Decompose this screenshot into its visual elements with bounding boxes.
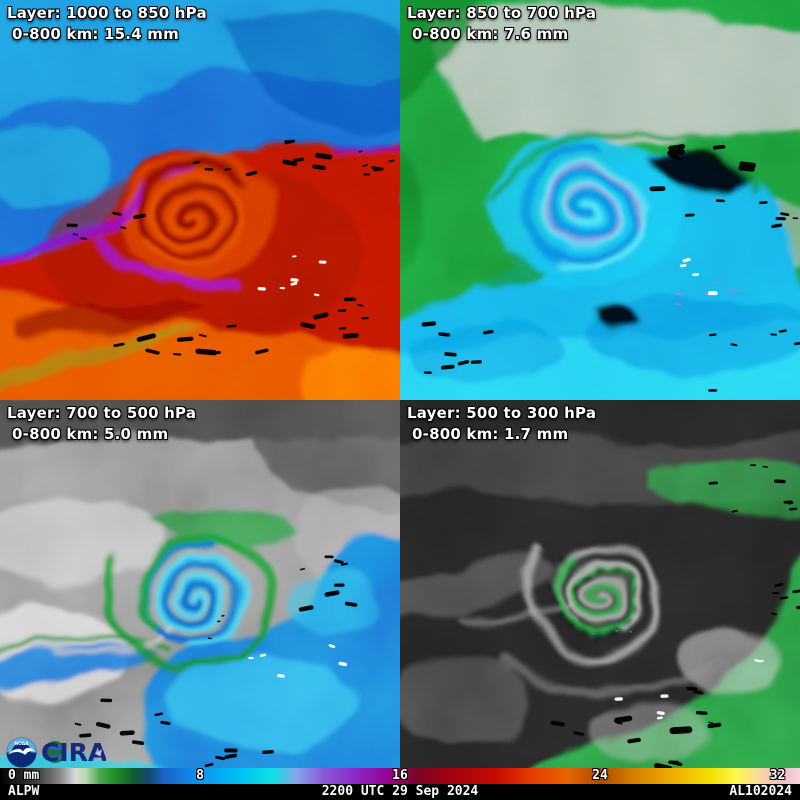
panel-label: Layer: 700 to 500 hPa 0-800 km: 5.0 mm [7,403,196,445]
colorbar-tick: 8 [196,768,204,783]
panel-label: Layer: 850 to 700 hPa 0-800 km: 7.6 mm [407,3,596,45]
satellite-dish-icon [95,749,102,757]
status-bar: ALPW 2200 UTC 29 Sep 2024 AL102024 [0,784,800,800]
panel-label: Layer: 500 to 300 hPa 0-800 km: 1.7 mm [407,403,596,445]
colorbar-unit-label: 0 mm [8,768,40,783]
layer-value-label: 0-800 km: 5.0 mm [12,425,169,443]
layer-range-label: Layer: 850 to 700 hPa [407,4,597,22]
panel-1000-850hpa: Layer: 1000 to 850 hPa 0-800 km: 15.4 mm [0,0,400,400]
layer-value-label: 0-800 km: 15.4 mm [12,25,179,43]
colorbar-tick: 32 [769,768,786,783]
panel-850-700hpa: Layer: 850 to 700 hPa 0-800 km: 7.6 mm [400,0,800,400]
layer-range-label: Layer: 1000 to 850 hPa [7,4,207,22]
noaa-seagull-icon [7,747,36,755]
satellite-imagery-850-700 [400,0,800,400]
layer-range-label: Layer: 500 to 300 hPa [407,404,597,422]
timestamp: 2200 UTC 29 Sep 2024 [321,784,479,799]
satellite-imagery-500-300 [400,400,800,768]
layer-value-label: 0-800 km: 7.6 mm [412,25,569,43]
satellite-imagery-1000-850 [0,0,400,400]
layer-value-label: 0-800 km: 1.7 mm [412,425,569,443]
satellite-imagery-700-500 [0,400,400,768]
colorbar-tick: 24 [592,768,608,783]
panel-label: Layer: 1000 to 850 hPa 0-800 km: 15.4 mm [7,3,207,45]
cira-wordmark: CIRA [41,738,106,767]
noaa-wordmark: NOAA [14,740,29,746]
colorbar-tick: 16 [392,768,408,783]
noaa-logo: NOAA [6,736,37,768]
layer-range-label: Layer: 700 to 500 hPa [7,404,197,422]
storm-id: AL102024 [729,784,792,799]
logo-group: NOAA CIRA [6,736,106,768]
product-name: ALPW [8,784,40,799]
colorbar: 0 mm 8 16 24 32 [0,768,800,784]
panel-700-500hpa: Layer: 700 to 500 hPa 0-800 km: 5.0 mm [0,400,400,768]
panel-500-300hpa: Layer: 500 to 300 hPa 0-800 km: 1.7 mm [400,400,800,768]
cira-logo: CIRA [41,738,106,767]
